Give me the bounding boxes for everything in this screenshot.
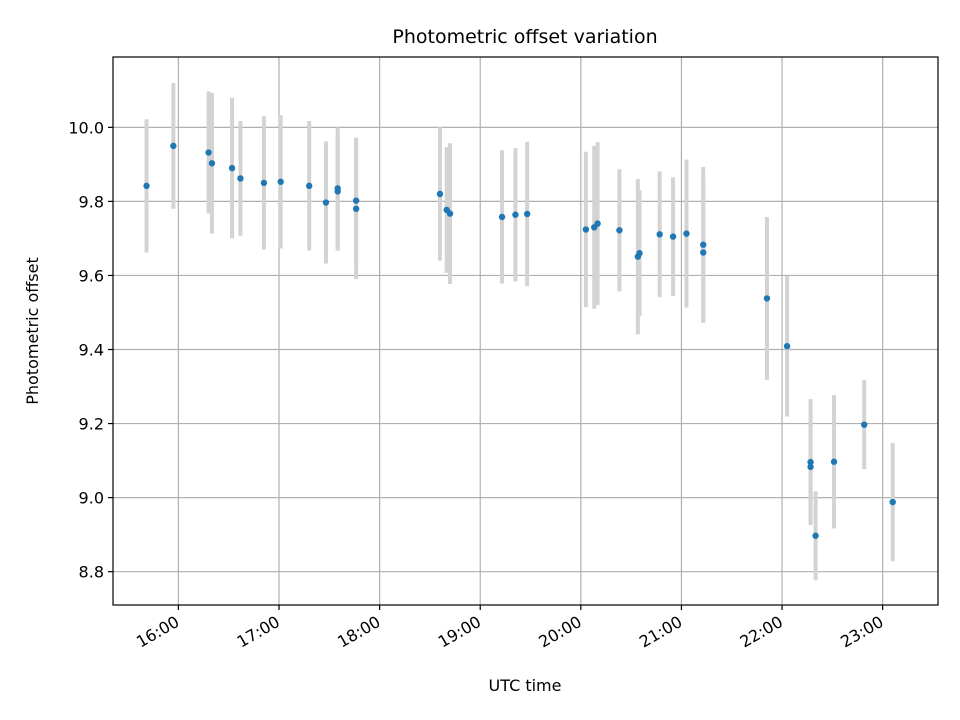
data-point: [669, 233, 677, 240]
data-point: [523, 210, 531, 218]
data-point: [807, 463, 814, 471]
data-point: [700, 241, 707, 248]
data-point: [436, 190, 444, 198]
data-point: [807, 458, 814, 466]
y-tick-label: 10.0: [68, 118, 104, 137]
data-point: [305, 182, 313, 190]
y-axis: 8.8 9.0 9.2 9.4 9.6 9.8 10.0: [68, 118, 113, 582]
y-tick-label: 9.6: [79, 266, 104, 285]
data-point: [861, 421, 868, 428]
y-tick-label: 9.4: [79, 341, 104, 360]
data-point: [636, 250, 643, 257]
plot-frame: [112, 56, 939, 606]
y-axis-label: Photometric offset: [23, 257, 42, 405]
data-point: [205, 149, 212, 156]
data-point: [812, 532, 819, 539]
x-axis-label: UTC time: [489, 676, 562, 695]
data-point: [889, 498, 896, 506]
data-point: [582, 226, 590, 233]
y-tick-label: 9.0: [79, 489, 104, 508]
data-point: [260, 179, 268, 187]
data-point: [763, 295, 771, 302]
data-point: [683, 230, 690, 237]
y-tick-label: 9.8: [79, 192, 104, 211]
y-tick-label: 9.2: [79, 415, 104, 434]
data-point: [700, 249, 707, 256]
data-point: [237, 175, 244, 182]
data-point: [656, 231, 663, 238]
data-point: [277, 178, 284, 185]
data-point: [228, 164, 236, 172]
data-point: [830, 458, 838, 465]
chart-title: Photometric offset variation: [392, 26, 657, 48]
y-tick-label: 8.8: [79, 563, 104, 582]
data-point: [783, 342, 791, 350]
data-point: [498, 213, 506, 221]
data-point: [143, 182, 150, 190]
data-point: [594, 220, 601, 227]
data-point: [334, 188, 341, 195]
data-points: [143, 142, 896, 539]
data-point: [208, 160, 216, 167]
data-point: [616, 227, 623, 234]
data-point: [446, 210, 454, 217]
data-point: [512, 211, 519, 218]
data-point: [322, 199, 330, 206]
data-point: [170, 142, 177, 150]
data-point: [352, 205, 360, 213]
data-point: [352, 197, 360, 204]
